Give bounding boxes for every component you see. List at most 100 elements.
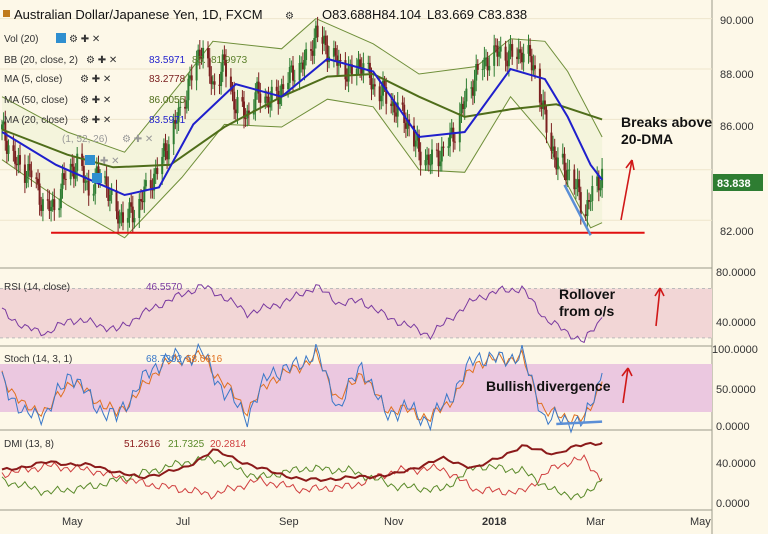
candle [128, 197, 131, 228]
stoch-tick-100: 100.0000 [712, 344, 758, 356]
legend-ma20: MA (20, close) [4, 115, 68, 126]
rsi-panel: Rollover from o/s [0, 284, 712, 344]
candle [269, 91, 272, 118]
candle [292, 56, 294, 92]
legend-vol-buttons-icon[interactable]: ⚙ ✚ ✕ [69, 34, 100, 45]
candle [357, 51, 360, 75]
indicator-legends[interactable]: Vol (20) ⚙ ✚ ✕ BB (20, close, 2) ⚙ ✚ ✕ 8… [4, 33, 248, 450]
candle [485, 49, 487, 67]
candle [213, 73, 216, 96]
legend-ma20-settings-icon[interactable]: ⚙ ✚ ✕ [80, 115, 111, 126]
candle [144, 172, 147, 192]
candle [118, 209, 121, 229]
candle [59, 183, 62, 218]
candle [76, 147, 79, 182]
price-panel: Breaks above 20-DMA [0, 16, 712, 239]
candle [334, 41, 337, 62]
legend-vol: Vol (20) [4, 34, 38, 45]
chart-header[interactable]: Australian Dollar/Japanese Yen, 1D, FXCM… [3, 7, 527, 22]
candle [293, 69, 296, 88]
header-settings-icon[interactable]: ⚙ [285, 11, 294, 22]
stoch-tick-0: 0.0000 [716, 421, 750, 433]
candle [323, 27, 326, 52]
legend-ma50-settings-icon[interactable]: ⚙ ✚ ✕ [80, 95, 111, 106]
legend-bb-value1: 83.5971 [149, 55, 186, 66]
candle [504, 40, 507, 72]
legend-row6-buttons-icon[interactable]: ✚ ✕ [100, 156, 120, 167]
candle [141, 190, 144, 210]
candle [138, 193, 141, 228]
x-axis[interactable]: May Jul Sep Nov 2018 Mar May [62, 516, 711, 528]
candle [516, 47, 519, 70]
candle [494, 38, 497, 53]
candle [156, 157, 159, 180]
candle [200, 47, 203, 65]
candle [550, 123, 553, 159]
candle [344, 52, 347, 90]
candle [509, 35, 512, 60]
candle [332, 40, 335, 68]
dmi-legend: DMI (13, 8) [4, 439, 54, 450]
candle [458, 102, 461, 152]
symbol-toggle[interactable] [3, 10, 10, 17]
legend-ma5-settings-icon[interactable]: ⚙ ✚ ✕ [80, 74, 111, 85]
candle [30, 161, 33, 187]
candle [355, 57, 358, 86]
candle [115, 179, 118, 220]
candle [556, 147, 559, 181]
ohlc-high: H84.104 [372, 7, 421, 22]
candle [120, 204, 123, 227]
dmi-tick-0: 0.0000 [716, 498, 750, 510]
candle [599, 179, 602, 197]
legend-ma5: MA (5, close) [4, 74, 62, 85]
candle [288, 58, 291, 94]
breakout-annotation-line2: 20-DMA [621, 131, 673, 147]
panel-frames [0, 0, 713, 534]
candle [511, 39, 514, 65]
legend-vol-eye-icon[interactable] [56, 33, 66, 43]
candle [372, 74, 375, 95]
candle [184, 96, 187, 120]
candle [416, 125, 419, 149]
candle [413, 117, 415, 152]
candle [185, 90, 188, 114]
candle [588, 192, 590, 210]
candle [347, 56, 350, 93]
candle [2, 112, 5, 131]
ohlc-open: O83.688 [322, 7, 372, 22]
candle [460, 96, 463, 123]
legend-row7-eye-icon[interactable] [92, 173, 102, 183]
candle [87, 169, 90, 206]
candle [131, 195, 134, 234]
candle [220, 62, 223, 95]
legend-bb-settings-icon[interactable]: ⚙ ✚ ✕ [86, 55, 117, 66]
candle [63, 162, 66, 186]
x-label-mar: Mar [586, 516, 605, 528]
candle [202, 40, 205, 69]
right-axis[interactable]: 90.000 88.000 86.000 83.838 82.000 80.00… [712, 15, 763, 510]
candle [149, 169, 152, 199]
candle [529, 38, 532, 63]
candle [225, 49, 227, 88]
ma50-line [1, 72, 603, 169]
candle [126, 208, 129, 232]
candle [534, 55, 536, 79]
candle [545, 104, 548, 144]
candle [243, 91, 245, 129]
dmi-legend-adx: 51.2616 [124, 439, 161, 450]
legend-hidden-settings-icon[interactable]: ⚙ ✚ ✕ [122, 134, 153, 145]
legend-row6-eye-icon[interactable] [85, 155, 95, 165]
candle [51, 191, 54, 212]
candle [313, 28, 316, 64]
candle [498, 41, 501, 67]
candle [596, 166, 599, 193]
candle [462, 97, 465, 116]
candle [19, 144, 21, 174]
candle [488, 55, 491, 76]
candle [5, 132, 8, 164]
candle [117, 201, 120, 234]
candle [527, 34, 530, 64]
candle [591, 175, 594, 211]
candle [64, 170, 67, 191]
